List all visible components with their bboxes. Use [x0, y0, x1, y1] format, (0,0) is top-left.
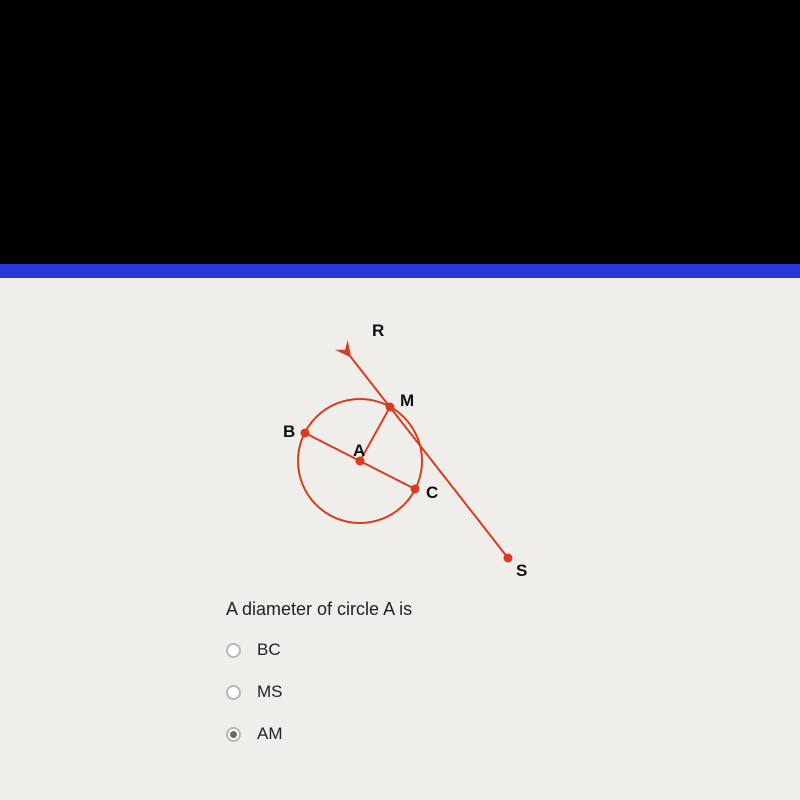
top-black-region	[0, 0, 800, 264]
option-label-BC: BC	[257, 640, 281, 660]
label-C: C	[426, 483, 438, 502]
content-area: A B M C S R A diameter of circle A is BC…	[0, 278, 800, 800]
radio-BC[interactable]	[226, 643, 241, 658]
point-M	[386, 403, 395, 412]
diagram-svg: A B M C S R	[220, 306, 580, 581]
label-R: R	[372, 321, 384, 340]
label-B: B	[283, 422, 295, 441]
segment-AC	[360, 461, 415, 489]
point-S	[504, 554, 513, 563]
question-text: A diameter of circle A is	[226, 599, 580, 620]
label-M: M	[400, 391, 414, 410]
point-B	[301, 429, 310, 438]
segment-AB	[305, 433, 360, 461]
header-bar	[0, 264, 800, 278]
radio-MS[interactable]	[226, 685, 241, 700]
label-A: A	[353, 441, 365, 460]
circle-diagram: A B M C S R	[220, 306, 580, 581]
line-SR	[350, 356, 508, 558]
option-label-AM: AM	[257, 724, 283, 744]
option-label-MS: MS	[257, 682, 283, 702]
label-S: S	[516, 561, 527, 580]
radio-AM[interactable]	[226, 727, 241, 742]
point-C	[411, 485, 420, 494]
option-MS[interactable]: MS	[226, 682, 580, 702]
option-BC[interactable]: BC	[226, 640, 580, 660]
option-AM[interactable]: AM	[226, 724, 580, 744]
